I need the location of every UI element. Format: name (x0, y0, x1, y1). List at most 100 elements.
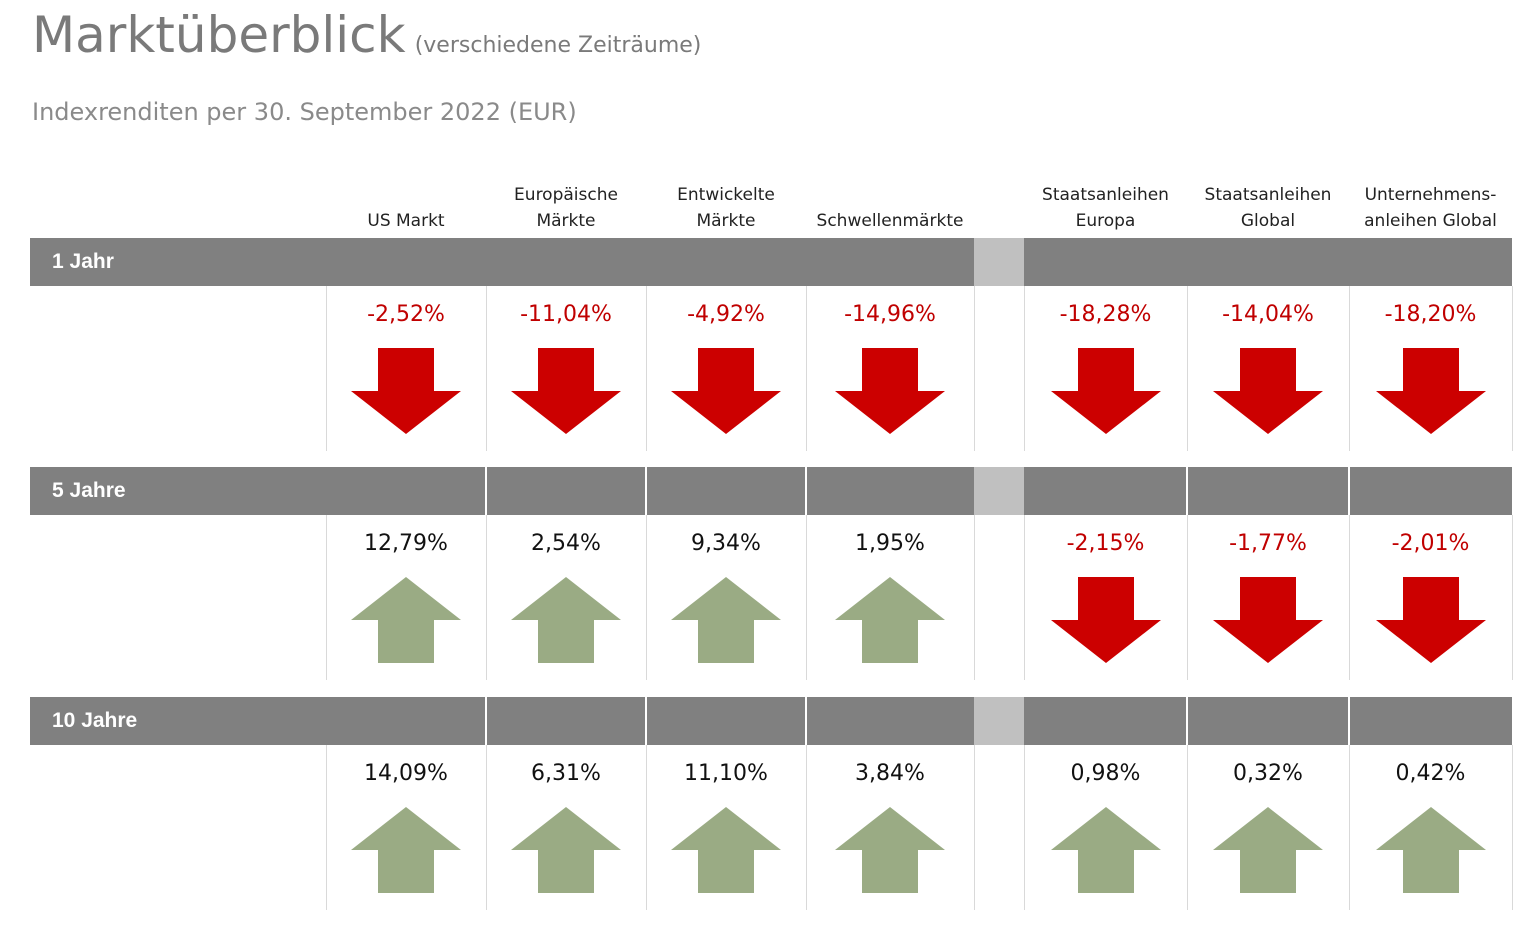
grid-line (1024, 745, 1025, 910)
title-suffix: (verschiedene Zeiträume) (414, 33, 702, 58)
return-value: 0,42% (1395, 761, 1466, 786)
period-band: 1 Jahr (30, 238, 1512, 286)
title-main: Marktüberblick (32, 6, 406, 64)
arrow-up-icon (351, 807, 461, 893)
arrow-down-icon (1375, 577, 1486, 663)
return-cell: 0,32% (1187, 761, 1349, 901)
return-cell: -18,20% (1349, 302, 1512, 442)
return-value: 0,98% (1070, 761, 1141, 786)
return-value: -14,04% (1222, 302, 1314, 327)
return-value: -14,96% (844, 302, 936, 327)
arrow-up-icon (671, 807, 781, 893)
period-label: 5 Jahre (52, 479, 126, 502)
grid-line (974, 286, 975, 451)
grid-line (1187, 515, 1188, 680)
grid-line (806, 515, 807, 680)
arrow-up-icon (835, 577, 945, 663)
return-value: 11,10% (684, 761, 768, 786)
column-header: Staatsanleihen Europa (1042, 185, 1169, 231)
band-separator (1348, 697, 1350, 745)
return-value: -2,01% (1391, 531, 1470, 556)
grid-line (806, 286, 807, 451)
grid-line (1512, 286, 1513, 451)
arrow-up-icon (671, 577, 781, 663)
column-header: Entwickelte Märkte (677, 185, 775, 231)
return-value: -4,92% (687, 302, 765, 327)
grid-line (1187, 286, 1188, 451)
return-value: -2,15% (1066, 531, 1145, 556)
return-value: 6,31% (531, 761, 601, 786)
column-header: Staatsanleihen Global (1204, 185, 1332, 231)
return-value: 1,95% (855, 531, 925, 556)
return-value: 0,32% (1233, 761, 1303, 786)
arrow-down-icon (1213, 577, 1323, 663)
grid-line (326, 286, 327, 451)
return-cell: 9,34% (646, 531, 806, 671)
return-cell: -1,77% (1187, 531, 1349, 671)
grid-line (1024, 515, 1025, 680)
return-value: -1,77% (1229, 531, 1307, 556)
band-gap (974, 467, 1024, 515)
return-value: -18,20% (1384, 302, 1477, 327)
band-separator (805, 467, 807, 515)
grid-line (806, 745, 807, 910)
grid-line (646, 286, 647, 451)
return-cell: -2,15% (1024, 531, 1187, 671)
return-value: 3,84% (855, 761, 925, 786)
return-value: -18,28% (1059, 302, 1152, 327)
arrow-up-icon (511, 577, 621, 663)
grid-line (974, 515, 975, 680)
arrow-up-icon (1050, 807, 1161, 893)
return-cell: 12,79% (326, 531, 486, 671)
return-cell: -18,28% (1024, 302, 1187, 442)
band-separator (1186, 467, 1188, 515)
page-title: Marktüberblick (verschiedene Zeiträume) (32, 6, 701, 64)
arrow-down-icon (835, 348, 945, 434)
grid-line (646, 745, 647, 910)
return-value: 2,54% (531, 531, 601, 556)
return-value: 9,34% (691, 531, 761, 556)
band-separator (1348, 467, 1350, 515)
return-value: -11,04% (520, 302, 612, 327)
arrow-up-icon (351, 577, 461, 663)
grid-line (326, 745, 327, 910)
column-header: Europäische Märkte (514, 185, 618, 231)
band-separator (485, 697, 487, 745)
period-label: 10 Jahre (52, 709, 138, 732)
return-cell: 14,09% (326, 761, 486, 901)
return-cell: 1,95% (806, 531, 974, 671)
band-separator (645, 697, 647, 745)
grid-line (1187, 745, 1188, 910)
arrow-down-icon (671, 348, 781, 434)
grid-line (1349, 286, 1350, 451)
band-gap (974, 238, 1024, 286)
grid-line (1349, 745, 1350, 910)
arrow-down-icon (1375, 348, 1486, 434)
return-value: 14,09% (364, 761, 448, 786)
return-cell: -2,52% (326, 302, 486, 442)
band-separator (645, 467, 647, 515)
grid-line (486, 745, 487, 910)
column-header: Unternehmens- anleihen Global (1364, 185, 1497, 231)
arrow-down-icon (351, 348, 461, 434)
arrow-up-icon (1213, 807, 1323, 893)
grid-line (486, 286, 487, 451)
band-separator (805, 697, 807, 745)
grid-line (1512, 745, 1513, 910)
return-cell: 0,98% (1024, 761, 1187, 901)
arrow-down-icon (511, 348, 621, 434)
arrow-up-icon (511, 807, 621, 893)
period-band: 10 Jahre (30, 697, 1512, 745)
grid-line (486, 515, 487, 680)
period-label: 1 Jahr (52, 250, 114, 273)
arrow-down-icon (1050, 348, 1161, 434)
return-cell: -2,01% (1349, 531, 1512, 671)
return-cell: -11,04% (486, 302, 646, 442)
return-cell: -4,92% (646, 302, 806, 442)
grid-line (646, 515, 647, 680)
grid-line (1349, 515, 1350, 680)
grid-line (1512, 515, 1513, 680)
grid-line (974, 745, 975, 910)
arrow-up-icon (1375, 807, 1486, 893)
arrow-down-icon (1213, 348, 1323, 434)
